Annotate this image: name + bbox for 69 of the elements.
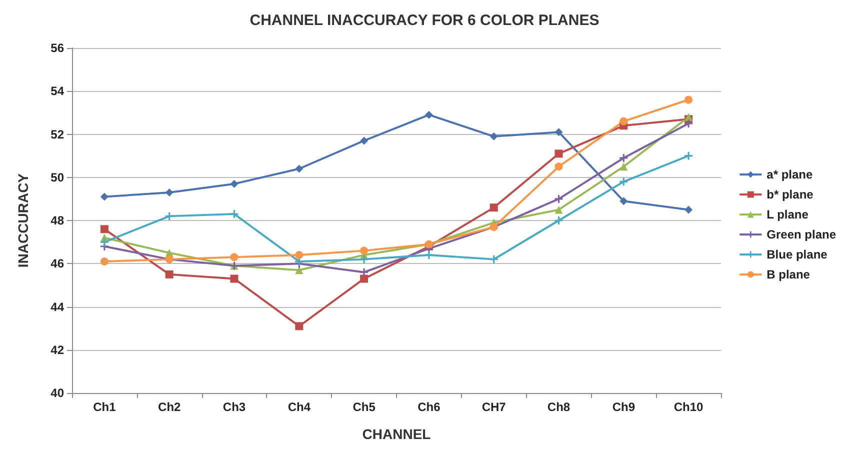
point xyxy=(360,274,368,283)
x-tick-label: Ch1 xyxy=(93,400,116,414)
point xyxy=(620,154,628,162)
point xyxy=(490,132,498,140)
legend-label: b* plane xyxy=(766,188,814,202)
point xyxy=(620,178,628,186)
point xyxy=(165,212,174,220)
x-tick-label: Ch6 xyxy=(418,400,441,414)
point xyxy=(424,110,433,119)
y-tick-label: 50 xyxy=(50,170,64,184)
point xyxy=(230,274,238,283)
y-tick-label: 40 xyxy=(50,386,64,400)
legend-label: Green plane xyxy=(766,228,836,242)
x-tick-label: Ch2 xyxy=(158,400,182,414)
point xyxy=(230,210,238,218)
point xyxy=(230,253,238,262)
x-tick-label: Ch5 xyxy=(352,400,376,414)
point xyxy=(230,180,238,188)
point xyxy=(554,216,563,224)
point xyxy=(295,164,304,173)
point xyxy=(620,197,628,206)
y-tick-label: 42 xyxy=(50,342,64,357)
point xyxy=(360,246,368,255)
point xyxy=(424,251,433,259)
point xyxy=(554,194,563,203)
y-tick-label: 56 xyxy=(50,41,64,55)
point xyxy=(684,119,693,128)
y-tick-label: 52 xyxy=(50,127,64,142)
legend-label: Blue plane xyxy=(766,248,828,262)
point xyxy=(360,255,368,264)
point xyxy=(100,192,108,201)
point xyxy=(360,268,368,276)
point xyxy=(554,206,563,214)
point xyxy=(295,322,304,330)
point xyxy=(100,225,108,234)
point xyxy=(684,113,693,121)
point xyxy=(100,238,108,246)
y-tick-label: 46 xyxy=(50,256,64,271)
y-tick-label: 44 xyxy=(50,300,64,314)
legend-label: a* plane xyxy=(766,168,813,182)
y-tick-label: 48 xyxy=(50,214,64,228)
x-tick-label: CH7 xyxy=(482,400,506,414)
point xyxy=(684,96,693,104)
chart-title: CHANNEL INACCURACY FOR 6 COLOR PLANES xyxy=(250,12,600,29)
point xyxy=(165,188,174,196)
point xyxy=(490,255,498,264)
legend-label: L plane xyxy=(766,208,809,222)
y-tick-label: 54 xyxy=(50,84,64,98)
legend-label: B plane xyxy=(766,268,810,282)
point xyxy=(554,150,563,158)
x-tick-label: Ch9 xyxy=(612,400,636,414)
point xyxy=(100,257,108,266)
x-tick-label: Ch8 xyxy=(547,400,570,414)
y-axis-title: INACCURACY xyxy=(15,172,31,268)
point xyxy=(684,206,693,214)
x-axis-title: CHANNEL xyxy=(362,426,432,442)
point xyxy=(490,204,498,212)
point xyxy=(360,136,368,145)
point xyxy=(620,162,628,171)
x-tick-label: Ch3 xyxy=(222,400,246,414)
point xyxy=(295,251,304,259)
x-tick-label: Ch10 xyxy=(674,400,704,414)
point xyxy=(295,266,304,274)
point xyxy=(620,117,628,126)
x-tick-label: Ch4 xyxy=(288,400,311,414)
point xyxy=(554,128,563,136)
point xyxy=(684,152,693,160)
point xyxy=(554,162,563,171)
point xyxy=(165,270,174,278)
